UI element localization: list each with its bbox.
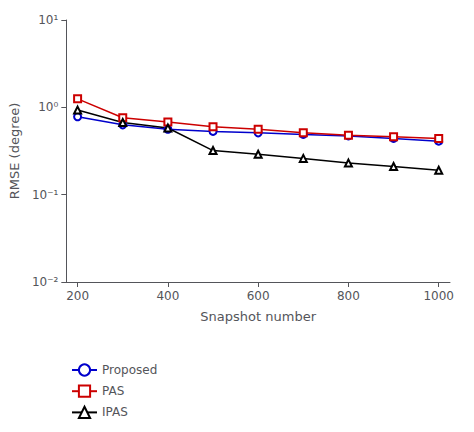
svg-text:Proposed: Proposed xyxy=(102,363,157,377)
svg-text:200: 200 xyxy=(66,289,89,303)
svg-text:10¹: 10¹ xyxy=(38,13,58,27)
svg-text:400: 400 xyxy=(156,289,179,303)
svg-text:600: 600 xyxy=(247,289,270,303)
svg-text:IPAS: IPAS xyxy=(102,405,128,419)
svg-text:1000: 1000 xyxy=(423,289,454,303)
svg-text:Snapshot number: Snapshot number xyxy=(200,309,316,324)
svg-text:PAS: PAS xyxy=(102,384,124,398)
svg-text:800: 800 xyxy=(337,289,360,303)
svg-text:RMSE (degree): RMSE (degree) xyxy=(7,103,22,200)
svg-text:10⁻¹: 10⁻¹ xyxy=(32,188,59,202)
svg-text:10⁻²: 10⁻² xyxy=(32,275,59,289)
svg-text:10⁰: 10⁰ xyxy=(38,100,58,114)
